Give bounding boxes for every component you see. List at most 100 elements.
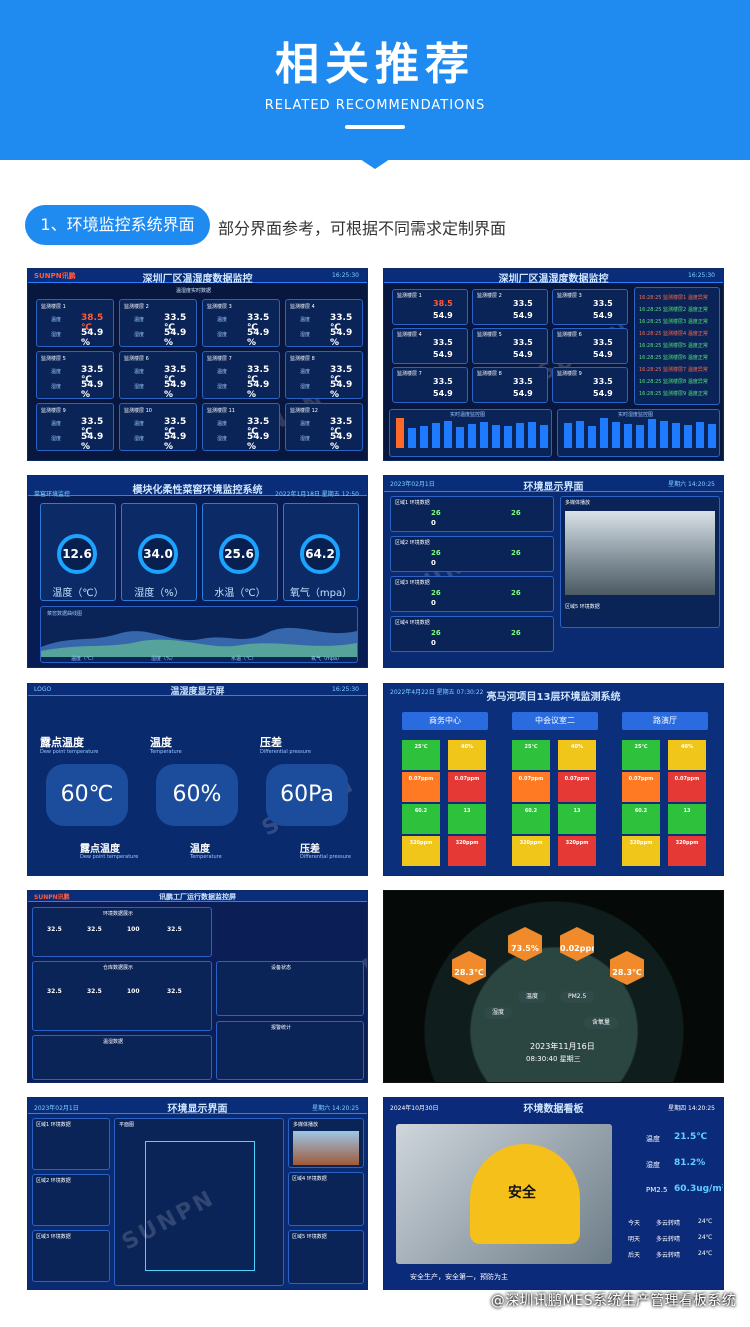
humidity-value: 54.9 % (247, 380, 270, 400)
sensor-card[interactable]: 监测楼层 11 温度 33.5 ℃ 湿度 54.9 % (202, 403, 280, 452)
sensor-card[interactable]: 监测楼层 1 温度 38.5 ℃ 湿度 54.9 % (36, 299, 114, 348)
screenshot-temp-humidity-2[interactable]: 深圳厂区温湿度数据监控 16:25:30 16:28:25 监测楼层1 温度异常… (383, 268, 724, 461)
sensor-card[interactable]: 监测楼层 6 33.5 54.9 (552, 328, 628, 364)
metric-title: 温度 (150, 736, 172, 749)
screenshot-floorplan-display[interactable]: 2023年02月1日 环境显示界面 星期六 14:20:25 平面图 多媒体播放… (27, 1097, 368, 1290)
metric-chip[interactable]: 含氧量 (584, 1017, 619, 1029)
zone-panel[interactable]: 区域4 环境数据 26 0 26 (390, 616, 554, 652)
sensor-card[interactable]: 监测楼层 10 温度 33.5 ℃ 湿度 54.9 % (119, 403, 197, 452)
screenshot-cellar-monitor[interactable]: 模块化柔性菜窖环境监控系统 菜窖环境监控 2022年1月18日 星期五 12:5… (27, 475, 368, 668)
card-name: 监测楼层 9 (557, 371, 582, 377)
forecast-weather: 多云转晴 (656, 1252, 681, 1259)
legend-item: 水温（℃） (231, 656, 257, 662)
sensor-card[interactable]: 监测楼层 4 温度 33.5 ℃ 湿度 54.9 % (285, 299, 363, 348)
screenshot-temp-humidity-1[interactable]: SUNPN讯鹏 深圳厂区温湿度数据监控 16:25:30 温湿度实时数据 SUN… (27, 268, 368, 461)
temp-value: 33.5 ℃ (330, 313, 353, 333)
sensor-card[interactable]: 监测楼层 9 33.5 54.9 (552, 367, 628, 403)
zone-title: 区域4 环境数据 (395, 620, 430, 626)
sensor-card[interactable]: 监测楼层 2 温度 33.5 ℃ 湿度 54.9 % (119, 299, 197, 348)
video-panel[interactable]: 多媒体播放 区域5 环境数据 (560, 496, 720, 628)
screen-time: 16:25:30 (332, 686, 359, 693)
zone-panel[interactable]: 区域4 环境数据 (288, 1172, 364, 1226)
chart-bar (540, 424, 548, 448)
screenshot-13f-monitor[interactable]: 2022年4月22日 星期五 07:30:22 亮马河项目13层环境监测系统 商… (383, 683, 724, 876)
sensor-card[interactable]: 监测楼层 8 温度 33.5 ℃ 湿度 54.9 % (285, 351, 363, 400)
zone-value: 26 (431, 509, 441, 517)
zone-title: 区域1 环境数据 (36, 1122, 71, 1128)
zone-panel[interactable]: 区域1 环境数据 26 0 26 (390, 496, 554, 532)
screenshot-environment-board[interactable]: 2024年10月30日 环境数据看板 星期四 14:20:25 安全 安全生产，… (383, 1097, 724, 1290)
gauge-label: 湿度（%） (134, 588, 184, 599)
section-pill: 1、环境监控系统界面 (25, 205, 210, 245)
sensor-card[interactable]: 监测楼层 9 温度 33.5 ℃ 湿度 54.9 % (36, 403, 114, 452)
gauge-panel[interactable]: 12.6 温度（℃） (40, 503, 116, 601)
dashboard-panel[interactable]: 仓库数据展示 32.5 32.5 100 32.5 (32, 961, 212, 1031)
chart-bar (456, 427, 464, 448)
temp-value: 33.5 ℃ (164, 313, 187, 333)
gauge-panel[interactable]: 64.2 氧气（mpa） (283, 503, 359, 601)
panel-title: 报警统计 (271, 1025, 292, 1031)
factory-photo (565, 511, 715, 595)
alarm-row: 16:28:25 监测楼层5 温度正常 (639, 343, 708, 349)
panel-value: 100 (127, 926, 140, 933)
card-name: 监测楼层 11 (207, 408, 235, 414)
zone-panel[interactable]: 区域3 环境数据 (32, 1230, 110, 1282)
metric-chip[interactable]: PM2.5 (560, 991, 595, 1003)
dashboard-panel[interactable]: 报警统计 (216, 1021, 364, 1080)
dashboard-panel[interactable]: 设备状态 (216, 961, 364, 1016)
chart-bar (588, 425, 596, 448)
card-name: 监测楼层 9 (41, 408, 66, 414)
sensor-card[interactable]: 监测楼层 7 33.5 54.9 (392, 367, 468, 403)
zone-panel[interactable]: 区域5 环境数据 (288, 1230, 364, 1284)
zone-value: 26 (511, 509, 521, 517)
sensor-card[interactable]: 监测楼层 5 33.5 54.9 (472, 328, 548, 364)
temp-label: 温度 (217, 369, 228, 375)
zone-value: 26 (431, 549, 441, 557)
sensor-card[interactable]: 监测楼层 4 33.5 54.9 (392, 328, 468, 364)
gauge-panel[interactable]: 34.0 湿度（%） (121, 503, 197, 601)
metric-chip[interactable]: 温度 (518, 991, 547, 1003)
humidity-label: 湿度 (217, 436, 228, 442)
zone-panel[interactable]: 区域1 环境数据 (32, 1118, 110, 1170)
metric-chip[interactable]: 湿度 (484, 1007, 513, 1019)
page-subtitle: RELATED RECOMMENDATIONS (264, 98, 486, 113)
card-name: 监测楼层 4 (397, 332, 422, 338)
gauge-label: 温度（℃） (52, 588, 104, 599)
screenshot-environment-display[interactable]: 环境显示界面 2023年02月1日 星期六 14:20:25 多媒体播放 区域5… (383, 475, 724, 668)
sensor-card[interactable]: 监测楼层 3 33.5 54.9 (552, 289, 628, 325)
sensor-card[interactable]: 监测楼层 5 温度 33.5 ℃ 湿度 54.9 % (36, 351, 114, 400)
sensor-card[interactable]: 监测楼层 2 33.5 54.9 (472, 289, 548, 325)
room-header[interactable]: 路演厅 (622, 712, 708, 730)
chart-bar (684, 424, 692, 448)
helmet-photo[interactable]: 安全 (396, 1124, 612, 1264)
metric-title: 压差 (260, 736, 282, 749)
video-panel[interactable]: 多媒体播放 (288, 1118, 364, 1168)
sensor-card[interactable]: 监测楼层 7 温度 33.5 ℃ 湿度 54.9 % (202, 351, 280, 400)
card-name: 监测楼层 3 (207, 304, 232, 310)
room-header[interactable]: 中会议室二 (512, 712, 598, 730)
gauge-panel[interactable]: 25.6 水温（℃） (202, 503, 278, 601)
zone-panel[interactable]: 区域2 环境数据 26 0 26 (390, 536, 554, 572)
sensor-card[interactable]: 监测楼层 1 38.5 54.9 (392, 289, 468, 325)
room-header[interactable]: 商务中心 (402, 712, 488, 730)
dashboard-panel[interactable]: 环境数据展示 32.5 32.5 100 32.5 (32, 907, 212, 957)
humidity-value: 54.9 % (81, 432, 104, 452)
video-label: 多媒体播放 (293, 1122, 319, 1128)
zone-panel[interactable]: 区域3 环境数据 26 0 26 (390, 576, 554, 612)
sensor-card[interactable]: 监测楼层 12 温度 33.5 ℃ 湿度 54.9 % (285, 403, 363, 452)
screenshot-radial-dashboard[interactable]: 2023年11月16日 08:30:40 星期三 28.3℃ 73.5% 0.02p… (383, 890, 724, 1083)
chart-bar (396, 418, 404, 448)
sensor-card[interactable]: 监测楼层 6 温度 33.5 ℃ 湿度 54.9 % (119, 351, 197, 400)
humidity-label: 湿度 (300, 332, 311, 338)
stat-value: 81.2% (674, 1158, 706, 1168)
time-readout: 08:30:40 星期三 (526, 1055, 581, 1063)
sensor-card[interactable]: 监测楼层 3 温度 33.5 ℃ 湿度 54.9 % (202, 299, 280, 348)
screenshot-factory-dashboard[interactable]: SUNPN讯鹏 讯鹏工厂运行数据监控屏 SUNPN 环境数据展示32.532.5… (27, 890, 368, 1083)
metric-tile: 13 (448, 804, 486, 834)
sensor-card[interactable]: 监测楼层 8 33.5 54.9 (472, 367, 548, 403)
floorplan-panel[interactable]: 平面图 (114, 1118, 284, 1286)
gauge-label: 氧气（mpa） (289, 588, 353, 599)
zone-panel[interactable]: 区域2 环境数据 (32, 1174, 110, 1226)
dashboard-panel[interactable]: 温湿数据 (32, 1035, 212, 1080)
